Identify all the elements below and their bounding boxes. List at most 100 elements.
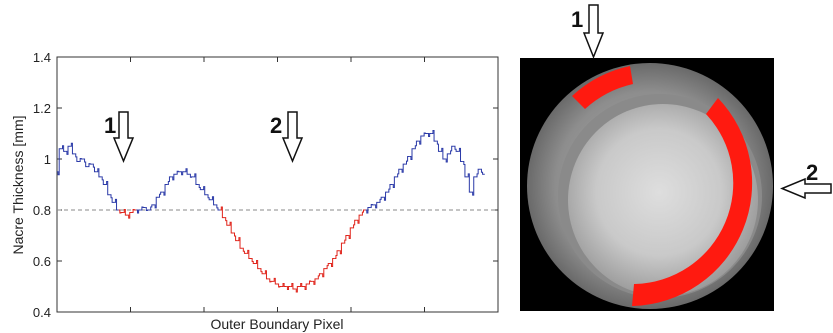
series-segment xyxy=(228,221,234,234)
series-segment xyxy=(105,181,110,196)
series-segment xyxy=(317,273,322,280)
series-segment xyxy=(162,184,168,196)
series-segment xyxy=(118,209,124,214)
image-arrow-2-icon xyxy=(780,177,832,200)
plot-frame xyxy=(56,56,499,313)
series-segment xyxy=(374,201,379,209)
series-segment xyxy=(189,173,194,178)
series-segment xyxy=(475,168,481,178)
series-segment xyxy=(79,158,84,163)
x-axis-ticks xyxy=(130,57,425,312)
series-segment xyxy=(145,206,150,211)
series-segment xyxy=(361,209,366,216)
series-segment xyxy=(409,148,415,160)
y-axis-ticks: 0.4 0.6 0.8 1 1.2 1.4 xyxy=(33,50,498,320)
series-segment xyxy=(418,135,424,145)
series-segment xyxy=(123,209,128,216)
series-segment xyxy=(167,176,172,185)
series-segment xyxy=(467,173,472,193)
series-segment xyxy=(339,242,344,255)
series-segment xyxy=(233,232,238,242)
series-segment xyxy=(180,171,185,176)
series-segment xyxy=(303,283,309,290)
series-segment xyxy=(114,198,119,211)
series-segment xyxy=(330,257,335,268)
series-segment xyxy=(251,257,256,265)
x-axis-label: Outer Boundary Pixel xyxy=(210,316,343,332)
series-segment xyxy=(74,153,80,163)
series-segment xyxy=(65,145,71,155)
image-arrow-2-label: 2 xyxy=(806,160,818,185)
series-segment xyxy=(136,209,141,214)
series-segment xyxy=(348,227,353,239)
image-arrow-1-icon xyxy=(582,4,605,60)
series-segment xyxy=(286,286,291,290)
series-segment xyxy=(352,219,357,229)
series-segment xyxy=(215,204,221,211)
series-segment xyxy=(109,194,115,203)
y-tick-label: 1.4 xyxy=(33,50,51,65)
series-segment xyxy=(440,147,446,160)
series-segment xyxy=(92,163,97,173)
chart-arrow-1-icon xyxy=(112,111,135,163)
series-segment xyxy=(83,158,88,168)
thin-region-right xyxy=(632,98,753,306)
series-segment xyxy=(343,235,349,244)
series-segment xyxy=(127,212,132,219)
series-segment xyxy=(273,277,278,285)
series-segment xyxy=(101,176,106,185)
series-segment xyxy=(281,283,287,287)
series-segment xyxy=(400,163,406,173)
series-segment xyxy=(471,176,476,196)
series-segment xyxy=(396,168,401,178)
series-segment xyxy=(449,145,454,155)
series-segment xyxy=(312,278,318,285)
y-tick-label: 1 xyxy=(44,152,51,167)
series-segment xyxy=(87,163,93,168)
y-tick-label: 0.6 xyxy=(33,254,51,269)
chart-arrow-2-icon xyxy=(281,111,304,163)
series-segment xyxy=(295,286,300,293)
series-segment xyxy=(290,283,296,290)
series-segment xyxy=(206,194,212,201)
series-segment xyxy=(255,260,260,270)
series-segment xyxy=(405,155,410,165)
series-segment xyxy=(458,147,463,163)
series-segment xyxy=(462,161,468,178)
series-segment xyxy=(453,145,459,152)
series-segment xyxy=(224,217,229,226)
series-segment xyxy=(193,173,199,185)
series-segment xyxy=(176,170,181,175)
series-segment xyxy=(61,145,66,152)
series-segment xyxy=(242,247,247,254)
series-segment xyxy=(308,280,313,285)
series-segment xyxy=(96,168,102,178)
series-segment xyxy=(277,283,282,288)
series-segment xyxy=(423,132,428,137)
image-arrow-1-label: 1 xyxy=(571,7,583,32)
series-segment xyxy=(334,250,340,259)
series-segment xyxy=(383,191,388,201)
thin-region-top xyxy=(572,66,633,109)
series-segment xyxy=(202,186,207,196)
series-segment xyxy=(480,168,485,175)
series-segment xyxy=(264,270,269,280)
thickness-series xyxy=(57,130,485,293)
series-segment xyxy=(431,130,437,142)
series-segment xyxy=(427,133,432,137)
series-segment xyxy=(445,153,450,163)
y-tick-label: 0.8 xyxy=(33,203,51,218)
series-segment xyxy=(184,168,190,175)
series-segment xyxy=(370,203,375,208)
series-segment xyxy=(220,206,225,219)
series-segment xyxy=(259,268,265,275)
series-segment xyxy=(198,184,203,191)
chart-arrow-2-label: 2 xyxy=(270,113,282,138)
series-segment xyxy=(57,148,62,176)
series-segment xyxy=(414,140,419,150)
series-segment xyxy=(70,142,75,155)
series-segment xyxy=(140,206,146,211)
series-segment xyxy=(154,196,159,209)
y-axis-label: Nacre Thickness [mm] xyxy=(10,116,26,255)
